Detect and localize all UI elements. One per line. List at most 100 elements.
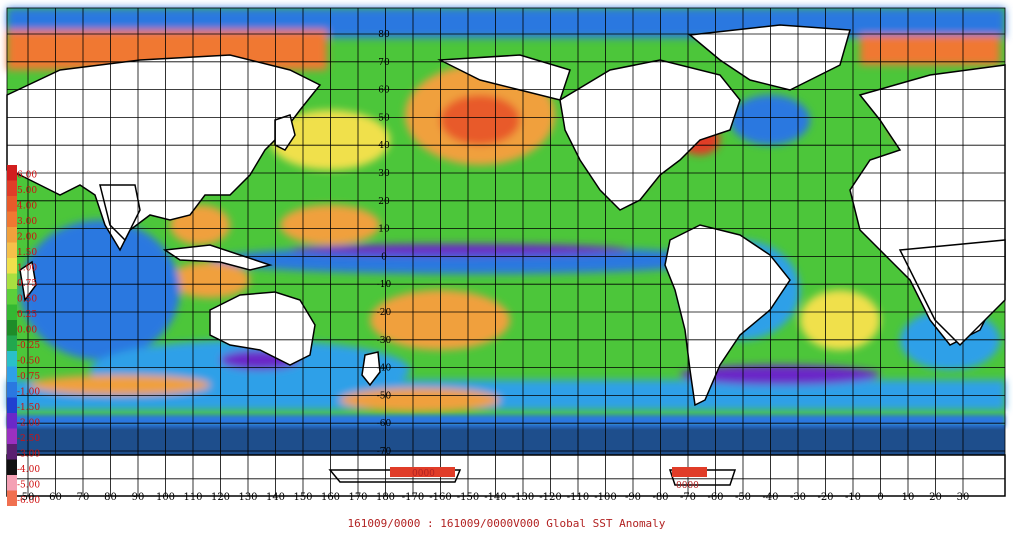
legend-label: 0.00 [17, 326, 37, 336]
legend-label: 2.00 [17, 233, 37, 243]
legend-swatch [7, 335, 17, 351]
legend-swatch [7, 444, 17, 460]
longitude-label: -20 [817, 492, 833, 503]
latitude-label: -20 [377, 308, 392, 318]
legend-label: -0.75 [17, 372, 40, 382]
legend-label: 6.00 [17, 171, 37, 181]
legend-swatch [7, 180, 17, 196]
legend-label: -0.50 [17, 357, 40, 367]
box-label-left: 0000 [412, 469, 435, 479]
legend-label: 3.00 [17, 217, 37, 227]
legend-swatch [7, 227, 17, 243]
longitude-label: 140 [266, 492, 285, 503]
legend-label: -5.00 [17, 481, 40, 491]
longitude-label: 180 [376, 492, 395, 503]
legend-label: -3.00 [17, 450, 40, 460]
latitude-label: 70 [378, 58, 390, 68]
land-masses [6, 24, 1006, 497]
longitude-label: 100 [156, 492, 175, 503]
legend-label: 0.50 [17, 295, 37, 305]
legend-swatch [7, 366, 17, 382]
latitude-label: -70 [377, 447, 392, 457]
latitude-label: 30 [378, 169, 390, 179]
legend-swatch [7, 459, 17, 475]
legend-label: 1.00 [17, 264, 37, 274]
longitude-label: 50 [22, 492, 35, 503]
longitude-label: -130 [512, 492, 534, 503]
antarctic-label-boxes: 0000 0000 [390, 467, 707, 491]
legend-swatch [7, 428, 17, 444]
longitude-label: -80 [652, 492, 668, 503]
latitude-label: -30 [377, 336, 392, 346]
latitude-labels: 80 70 60 50 40 30 20 10 0 -10 -20 -30 -40 -50 -60 -70 [377, 30, 392, 457]
legend-swatch [7, 289, 17, 305]
longitude-label: 90 [132, 492, 145, 503]
legend-swatch [7, 196, 17, 212]
latitude-label: 10 [378, 225, 390, 235]
antarctic-ice [7, 425, 1005, 455]
longitude-label: 70 [77, 492, 90, 503]
longitude-labels: 50 60 70 80 90 100 110 120 130 140 150 160 170 180 -17… [22, 492, 970, 503]
box-label-right: 0000 [676, 481, 699, 491]
lat-lon-grid [6, 7, 1006, 497]
longitude-label: 30 [957, 492, 970, 503]
longitude-label: 160 [321, 492, 340, 503]
legend-swatch [7, 490, 17, 506]
legend-swatch [7, 304, 17, 320]
legend-swatch [7, 242, 17, 258]
legend-label: -2.00 [17, 419, 40, 429]
longitude-label: 0 [877, 492, 883, 503]
latitude-label: -50 [377, 391, 392, 401]
longitude-label: -170 [402, 492, 424, 503]
legend-label: 0.75 [17, 279, 37, 289]
legend-swatch [7, 320, 17, 336]
latitude-label: -40 [377, 364, 392, 374]
longitude-label: 170 [348, 492, 367, 503]
color-legend: 6.00 5.00 4.00 3.00 2.00 1.50 1.00 0.75 0.50 0.25… [7, 165, 40, 506]
legend-swatch [7, 258, 17, 274]
longitude-label: 20 [929, 492, 942, 503]
legend-swatch [7, 211, 17, 227]
legend-label: 0.25 [17, 310, 37, 320]
latitude-label: -10 [377, 280, 392, 290]
latitude-label: 50 [378, 113, 390, 123]
longitude-label: -120 [539, 492, 561, 503]
longitude-label: 150 [293, 492, 312, 503]
legend-label: -0.25 [17, 341, 40, 351]
legend-swatch [7, 397, 17, 413]
longitude-label: -150 [457, 492, 479, 503]
legend-label: -6.00 [17, 496, 40, 506]
longitude-label: -60 [707, 492, 723, 503]
longitude-label: -90 [625, 492, 641, 503]
longitude-label: -30 [790, 492, 806, 503]
longitude-label: -50 [735, 492, 751, 503]
legend-label: 4.00 [17, 202, 37, 212]
longitude-label: -140 [484, 492, 506, 503]
longitude-label: 10 [902, 492, 915, 503]
latitude-label: 80 [378, 30, 390, 40]
longitude-label: 80 [104, 492, 117, 503]
longitude-label: 110 [183, 492, 202, 503]
latitude-label: -60 [377, 419, 392, 429]
longitude-label: -100 [594, 492, 616, 503]
latitude-label: 20 [378, 197, 390, 207]
longitude-label: -40 [762, 492, 778, 503]
longitude-label: 60 [49, 492, 62, 503]
latitude-label: 60 [378, 86, 390, 96]
legend-swatch [7, 382, 17, 398]
legend-swatch [7, 413, 17, 429]
legend-swatch [7, 165, 17, 181]
longitude-label: -10 [845, 492, 861, 503]
legend-label: -1.50 [17, 403, 40, 413]
longitude-label: 130 [238, 492, 257, 503]
longitude-label: -160 [429, 492, 451, 503]
legend-swatch [7, 273, 17, 289]
longitude-label: 120 [211, 492, 230, 503]
legend-swatch [7, 475, 17, 491]
legend-swatch [7, 351, 17, 367]
legend-label: -2.50 [17, 434, 40, 444]
legend-label: 5.00 [17, 186, 37, 196]
legend-label: 1.50 [17, 248, 37, 258]
longitude-label: -70 [680, 492, 696, 503]
